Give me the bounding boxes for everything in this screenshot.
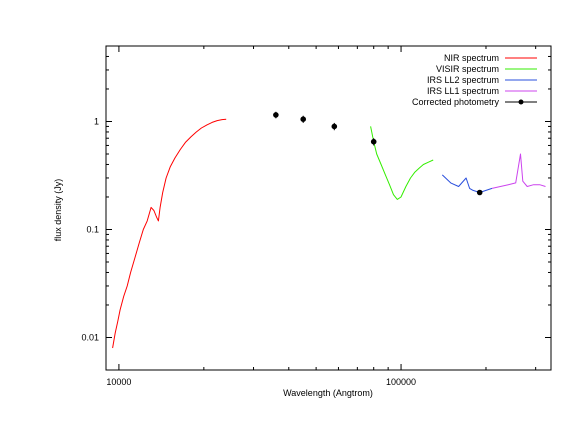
y-tick-label: 0.1 [86, 224, 99, 234]
legend-label: VISIR spectrum [436, 64, 499, 74]
legend-label: IRS LL1 spectrum [427, 86, 499, 96]
series-line-3 [491, 153, 546, 189]
x-tick-label: 10000 [106, 377, 131, 387]
x-axis-label: Wavelength (Angtrom) [283, 388, 373, 398]
photometry-point [331, 123, 338, 130]
legend-point [518, 99, 524, 105]
series-line-0 [112, 118, 227, 349]
y-tick-label: 0.01 [81, 332, 99, 342]
legend-label: NIR spectrum [444, 53, 499, 63]
legend-label: IRS LL2 spectrum [427, 75, 499, 85]
x-tick-label: 100000 [386, 377, 416, 387]
series-line-1 [370, 126, 434, 200]
photometry-point [476, 189, 483, 196]
y-tick-label: 1 [94, 116, 99, 126]
photometry-point [273, 112, 279, 118]
legend-label: Corrected photometry [412, 97, 500, 107]
photometry-point [370, 138, 377, 145]
series-line-2 [441, 174, 493, 193]
y-axis-label: flux density (Jy) [53, 179, 63, 242]
plot-frame [105, 45, 552, 371]
photometry-point [300, 116, 307, 123]
